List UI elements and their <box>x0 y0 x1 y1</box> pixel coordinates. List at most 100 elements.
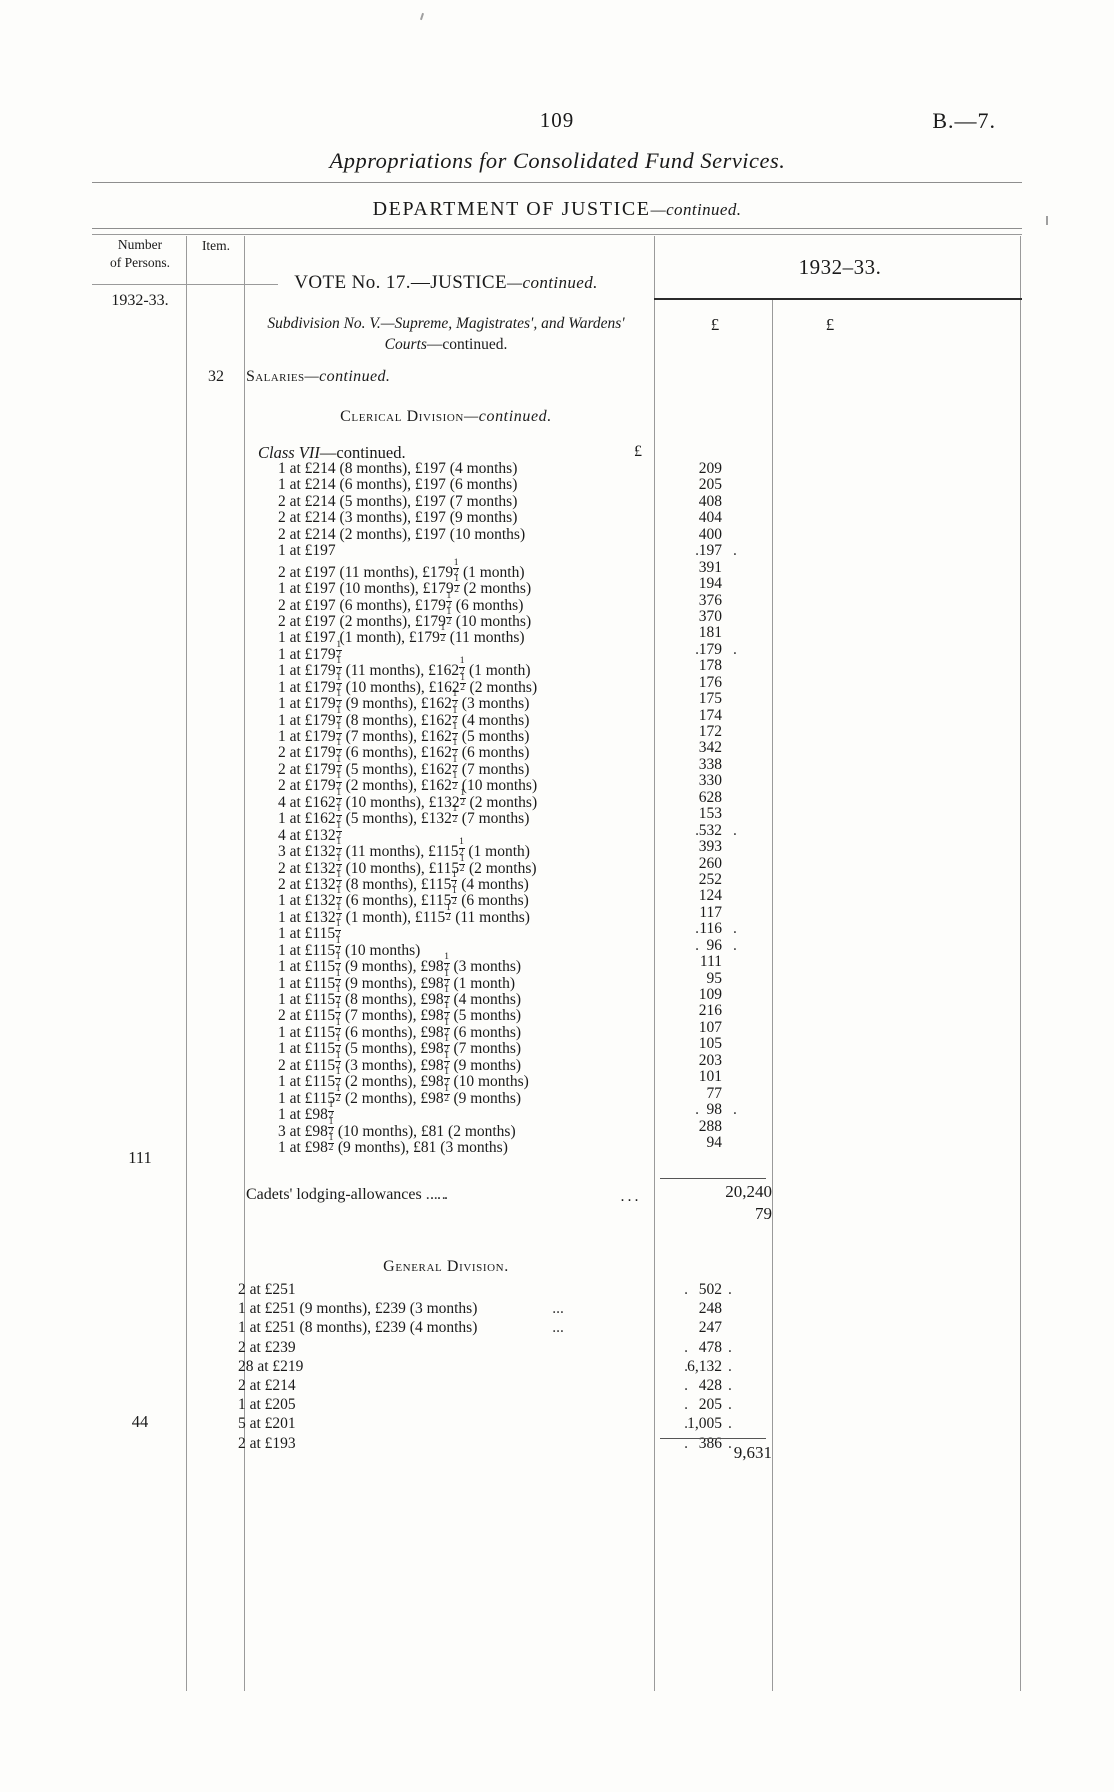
line-item-description: 5 at £201 <box>238 1415 296 1433</box>
line-item-amount: 174 <box>698 706 722 724</box>
class-heading: Class VII—continued. <box>258 443 406 463</box>
line-item-amount: 342 <box>698 739 722 757</box>
line-item-description: 3 at £98 1 2 (10 months), £81 (2 months) <box>278 1116 516 1140</box>
line-item-description: 1 at £115 1 2 (9 months), £98 1 2 (1 month) <box>278 968 516 992</box>
line-item-amount: 247 <box>698 1319 722 1337</box>
leader-dots: .. <box>684 1281 772 1298</box>
column-divider-total <box>772 300 773 1691</box>
clerical-subtotal-second: 79 <box>755 1204 772 1223</box>
department-continued: —continued. <box>650 200 742 219</box>
line-item-amount: 252 <box>698 870 722 888</box>
clerical-subtotal: 20,240 <box>725 1182 772 1201</box>
persons-header-line2: of Persons. <box>110 255 170 271</box>
persons-column-header: Number of Persons. <box>96 236 184 272</box>
line-item-description: 1 at £132 1 2 (1 month), £115 1 2 (11 months… <box>278 902 530 926</box>
line-item-description: 2 at £179 1 2 (5 months), £162 1 2 (7 months… <box>278 754 530 778</box>
leader-dots: .. <box>695 821 771 839</box>
leader-dots: .. <box>684 1376 772 1394</box>
line-item-amount: 248 <box>698 1300 722 1318</box>
line-item-amount: 77 <box>706 1084 723 1102</box>
line-item-amount: 376 <box>698 591 722 609</box>
clerical-division-heading: Clerical Division—continued. <box>246 408 646 426</box>
line-item-amount: 391 <box>698 558 722 576</box>
line-item-description: 2 at £214 (5 months), £197 (7 months) <box>278 492 518 510</box>
line-item-description: 1 at £115 1 2 (9 months), £98 1 2 (3 months) <box>278 952 522 976</box>
line-item-amount: 478 <box>698 1338 722 1356</box>
line-item-description: 2 at £251 <box>238 1281 296 1298</box>
column-divider-amount <box>654 236 655 1691</box>
line-item-description: 1 at £251 (9 months), £239 (3 months) <box>238 1300 478 1318</box>
line-item-description: 1 at £179 1 2 (9 months), £162 1 2 (3 months… <box>278 689 530 713</box>
line-item-description: 1 at £251 (8 months), £239 (4 months) <box>238 1319 478 1337</box>
line-item-amount: 532 <box>698 821 722 839</box>
line-item-amount: 1,005 <box>687 1415 722 1433</box>
line-item-description: 1 at £115 1 2 (6 months), £98 1 2 (6 months) <box>278 1017 522 1041</box>
subdivision-continued: —continued. <box>426 335 508 353</box>
line-item-amount: 178 <box>698 657 722 675</box>
line-item-description: 2 at £214 (2 months), £197 (10 months) <box>278 525 526 543</box>
trailing-dots: ... <box>552 1319 564 1337</box>
line-item-description: 1 at £115 1 2 (10 months) <box>278 935 421 959</box>
table-right-border <box>1020 236 1021 1691</box>
line-item-description: 28 at £219 <box>238 1357 304 1375</box>
line-item-amount: 216 <box>698 1002 722 1020</box>
clerical-currency-symbol: £ <box>634 443 642 460</box>
line-item-amount: 205 <box>698 1396 722 1414</box>
clerical-persons-total: 111 <box>128 1148 152 1167</box>
line-item-amount: 117 <box>699 903 722 921</box>
line-item-description: 1 at £98 1 2 <box>278 1100 334 1124</box>
item-number: 32 <box>208 368 224 385</box>
line-item-description: 1 at £162 1 2 (5 months), £132 1 2 (7 months… <box>278 804 530 828</box>
line-item-amount: 338 <box>698 755 722 773</box>
line-item-description: 3 at £132 1 2 (11 months), £115 1 2 (1 month… <box>278 837 530 861</box>
line-item-amount: 370 <box>698 607 722 625</box>
line-item-description: 2 at £197 (2 months), £179 1 2 (10 months) <box>278 606 532 630</box>
line-item-amount: 107 <box>698 1018 722 1036</box>
line-item-description: 1 at £205 <box>238 1396 296 1414</box>
line-item-amount: 95 <box>706 969 723 987</box>
clerical-subtotal-rule <box>660 1178 766 1179</box>
line-item-amount: 330 <box>698 772 722 790</box>
line-item-amount: 176 <box>698 673 722 691</box>
leader-dots: .. <box>684 1338 772 1356</box>
line-item-amount: 197 <box>698 542 722 560</box>
line-item-description: 4 at £132 1 2 <box>278 820 342 844</box>
line-item-description: 1 at £115 1 2 (8 months), £98 1 2 (4 months) <box>278 985 522 1008</box>
line-item-description: 2 at £193 <box>238 1434 296 1452</box>
column-divider-persons <box>186 236 187 1691</box>
leader-dots: .. <box>684 1357 772 1375</box>
line-item-description: 1 at £179 1 2 (11 months), £162 1 2 (1 month… <box>278 656 531 680</box>
subdivision-line-1: Subdivision No. V.—Supreme, Magistrates'… <box>267 315 625 332</box>
line-item-description: 1 at £214 (6 months), £197 (6 months) <box>278 476 518 494</box>
vote-continued: —continued. <box>506 273 598 292</box>
line-item-description: 1 at £179 1 2 (10 months), £162 1 2 (2 month… <box>278 672 538 696</box>
general-subtotal: 9,631 <box>733 1443 772 1462</box>
line-item-description: 1 at £197 (1 month), £179 1 2 (11 months) <box>278 623 525 647</box>
line-item-description: 2 at £132 1 2 (8 months), £115 1 2 (4 months… <box>278 869 529 893</box>
general-subtotal-rule <box>660 1438 766 1439</box>
vote-title: VOTE No. 17.—JUSTICE <box>294 272 507 293</box>
line-item-description: 1 at £115 1 2 (2 months), £98 1 2 (10 months… <box>278 1067 529 1091</box>
leader-dots: .. <box>695 640 771 658</box>
line-item-amount: 6,132 <box>687 1357 722 1375</box>
line-item-amount: 181 <box>698 624 722 642</box>
scan-speck <box>1046 216 1048 225</box>
line-item-amount: 111 <box>699 953 722 971</box>
line-item-amount: 400 <box>698 525 722 543</box>
line-item-amount: 393 <box>698 838 722 856</box>
general-division-heading: General Division. <box>383 1258 509 1275</box>
line-item-description: 2 at £197 (11 months), £179 1 2 (1 month) <box>278 557 525 581</box>
clerical-division-label: Clerical Division <box>340 408 464 425</box>
department-heading: DEPARTMENT OF JUSTICE—continued. <box>0 198 1114 221</box>
class-label: Class VII <box>258 443 320 462</box>
line-item-amount: 205 <box>698 476 722 494</box>
scan-speck <box>419 12 425 21</box>
persons-header-line1: Number <box>117 237 163 252</box>
subdivision-heading: Subdivision No. V.—Supreme, Magistrates'… <box>232 314 660 356</box>
leader-dots: .. <box>695 1101 771 1119</box>
line-item-description: 1 at £214 (8 months), £197 (4 months) <box>278 460 518 477</box>
line-item-description: 2 at £214 <box>238 1376 296 1394</box>
class-continued: —continued. <box>319 443 406 462</box>
line-item-amount: 209 <box>698 460 722 477</box>
